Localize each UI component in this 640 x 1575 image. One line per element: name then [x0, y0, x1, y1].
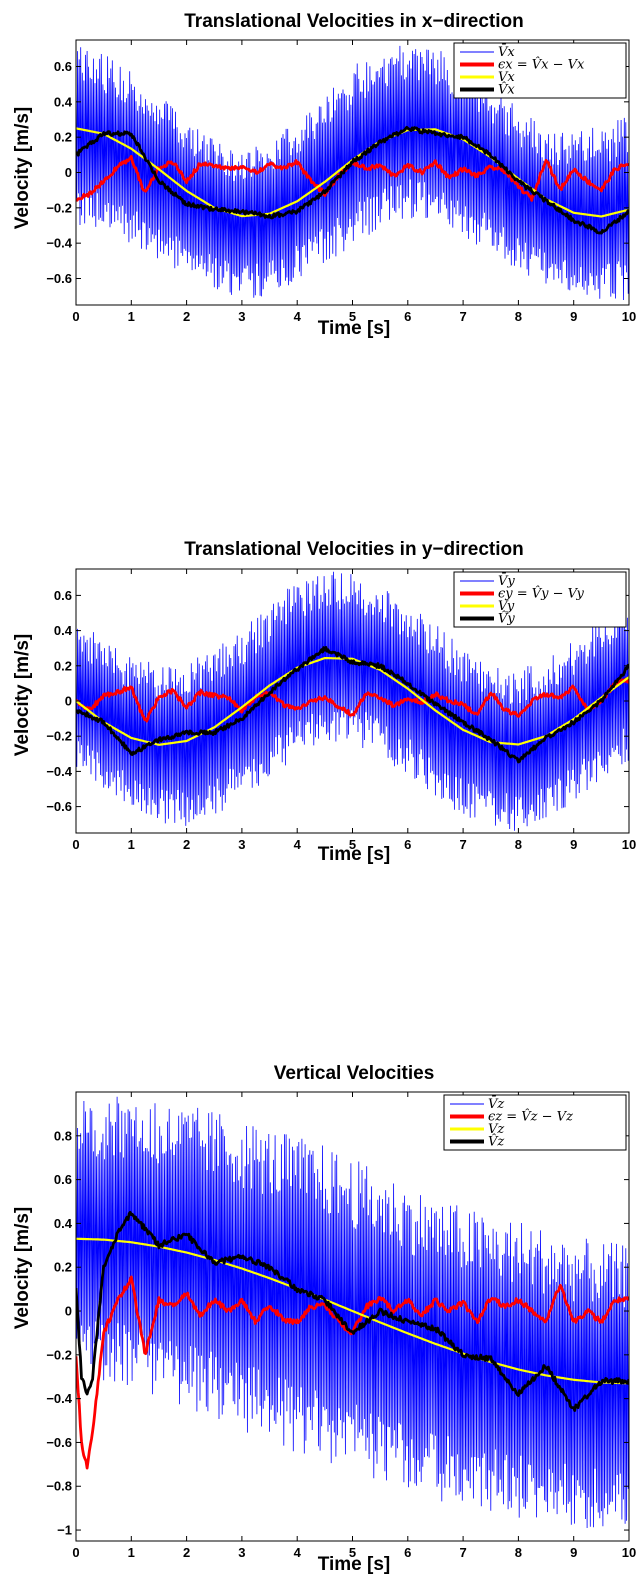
x-tick-label: 1	[128, 309, 135, 324]
series-line-estimate	[76, 1210, 629, 1412]
y-tick-label: −0.4	[46, 1391, 72, 1406]
legend-label: ϵz = V̂z − Vz	[488, 1108, 573, 1124]
y-tick-label: 0.8	[54, 1128, 72, 1143]
series-line-measured	[76, 1096, 629, 1529]
legend-label: V̂z	[488, 1133, 504, 1149]
chart-title: Translational Velocities in y−direction	[184, 539, 523, 560]
x-tick-label: 2	[183, 309, 190, 324]
x-tick-label: 3	[238, 837, 245, 852]
subplot-vertical: Vertical Velocities Time [s] Velocity [m…	[12, 1063, 636, 1575]
x-tick-label: 1	[128, 837, 135, 852]
y-axis-label: Velocity [m/s]	[12, 1207, 33, 1330]
y-tick-label: 0.4	[54, 623, 73, 638]
series-layer	[76, 1096, 629, 1529]
y-axis-label: Velocity [m/s]	[12, 107, 33, 230]
x-axis-label: Time [s]	[318, 844, 391, 865]
chart-title: Vertical Velocities	[274, 1063, 435, 1084]
y-tick-label: 0.2	[54, 658, 72, 673]
x-tick-label: 4	[294, 309, 302, 324]
x-tick-label: 10	[622, 1545, 636, 1560]
series-line-measured	[76, 45, 629, 301]
x-tick-label: 0	[72, 1545, 79, 1560]
x-axis-label: Time [s]	[318, 1554, 391, 1575]
x-tick-label: 5	[349, 1545, 356, 1560]
y-tick-label: −0.2	[46, 729, 72, 744]
x-tick-label: 6	[404, 1545, 411, 1560]
y-tick-label: −0.2	[46, 200, 72, 215]
series-line-true	[76, 656, 629, 746]
y-tick-label: −0.4	[46, 764, 72, 779]
y-tick-label: 0.6	[54, 588, 72, 603]
y-tick-label: −1	[57, 1523, 72, 1538]
x-tick-label: 7	[459, 837, 466, 852]
y-tick-label: −0.4	[46, 236, 72, 251]
x-tick-label: 10	[622, 837, 636, 852]
series-line-error	[76, 677, 629, 723]
legend-label: ϵy = V̂y − Vy	[498, 585, 585, 601]
chart-title: Translational Velocities in x−direction	[184, 11, 523, 32]
x-tick-label: 2	[183, 1545, 190, 1560]
legend-label: V̄x	[498, 44, 515, 60]
legend-label: Vz	[488, 1122, 504, 1137]
x-tick-label: 10	[622, 309, 636, 324]
series-line-estimate	[76, 646, 629, 764]
x-axis-label: Time [s]	[318, 318, 391, 339]
series-line-true	[76, 1237, 629, 1385]
x-tick-label: 4	[294, 837, 302, 852]
x-tick-label: 2	[183, 837, 190, 852]
x-tick-label: 3	[238, 1545, 245, 1560]
x-tick-label: 6	[404, 309, 411, 324]
x-tick-label: 0	[72, 309, 79, 324]
y-tick-label: −0.2	[46, 1347, 72, 1362]
x-tick-label: 5	[349, 309, 356, 324]
x-tick-label: 7	[459, 1545, 466, 1560]
series-layer	[76, 45, 629, 301]
x-tick-label: 9	[570, 1545, 577, 1560]
legend-label: Vy	[498, 599, 515, 614]
legend-label: Vx	[498, 70, 515, 85]
y-tick-label: 0.4	[54, 94, 73, 109]
y-tick-label: 0.6	[54, 59, 72, 74]
y-tick-label: 0.2	[54, 1260, 72, 1275]
y-tick-label: −0.8	[46, 1479, 72, 1494]
y-tick-label: 0	[65, 1304, 72, 1319]
subplot-y-direction: Translational Velocities in y−direction …	[12, 539, 636, 865]
x-tick-label: 6	[404, 837, 411, 852]
series-line-estimate	[76, 125, 629, 235]
y-axis-label: Velocity [m/s]	[12, 634, 33, 757]
series-layer	[76, 571, 629, 831]
x-tick-label: 8	[515, 837, 522, 852]
legend-label: ϵx = V̂x − Vx	[498, 56, 585, 72]
legend-label: V̄z	[488, 1096, 504, 1112]
x-tick-label: 3	[238, 309, 245, 324]
x-tick-label: 5	[349, 837, 356, 852]
y-tick-label: −0.6	[46, 1435, 72, 1450]
x-tick-label: 8	[515, 1545, 522, 1560]
y-tick-label: 0.6	[54, 1172, 72, 1187]
x-tick-label: 9	[570, 837, 577, 852]
x-tick-label: 0	[72, 837, 79, 852]
x-tick-label: 1	[128, 1545, 135, 1560]
legend-label: V̂x	[498, 81, 515, 97]
x-tick-label: 4	[294, 1545, 302, 1560]
x-tick-label: 9	[570, 309, 577, 324]
y-tick-label: 0.4	[54, 1216, 73, 1231]
series-line-measured	[76, 571, 629, 831]
y-tick-label: −0.6	[46, 799, 72, 814]
y-tick-label: 0	[65, 165, 72, 180]
legend-label: V̄y	[498, 573, 515, 589]
y-tick-label: 0	[65, 694, 72, 709]
x-tick-label: 8	[515, 309, 522, 324]
legend-label: V̂y	[498, 610, 515, 626]
y-tick-label: −0.6	[46, 271, 72, 286]
subplot-x-direction: Translational Velocities in x−direction …	[12, 11, 636, 339]
y-tick-label: 0.2	[54, 130, 72, 145]
x-tick-label: 7	[459, 309, 466, 324]
